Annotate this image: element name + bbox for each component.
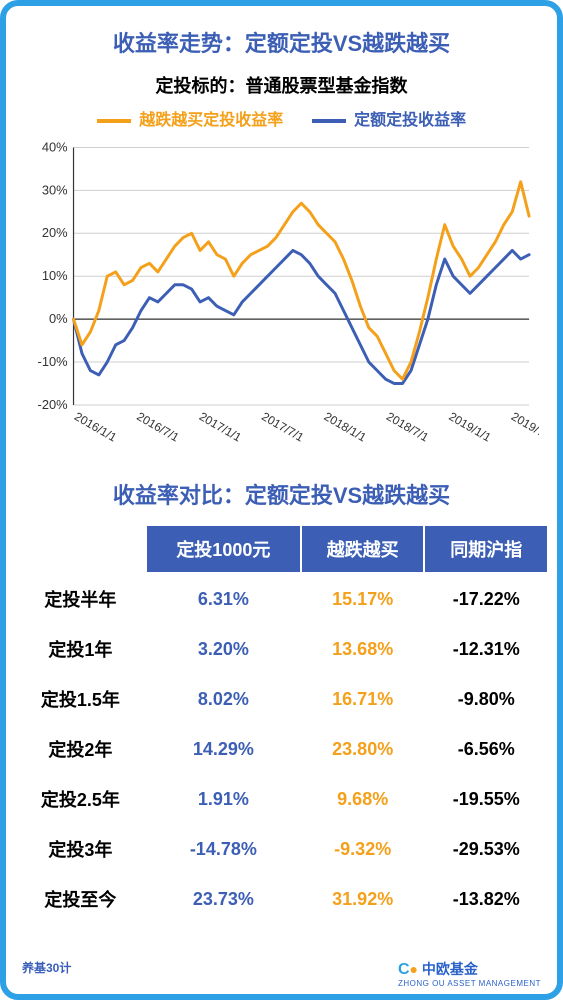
table-cell: 8.02% xyxy=(146,674,301,724)
svg-text:20%: 20% xyxy=(42,225,68,240)
row-label: 定投3年 xyxy=(15,824,146,874)
table-cell: -13.82% xyxy=(424,874,548,924)
table-cell: 1.91% xyxy=(146,774,301,824)
row-label: 定投半年 xyxy=(15,573,146,624)
table-cell: 14.29% xyxy=(146,724,301,774)
row-label: 定投2.5年 xyxy=(15,774,146,824)
table-cell: 16.71% xyxy=(301,674,425,724)
table-row: 定投1.5年8.02%16.71%-9.80% xyxy=(15,674,548,724)
table-header-row: 定投1000元越跌越买同期沪指 xyxy=(15,525,548,573)
comparison-table: 定投1000元越跌越买同期沪指 定投半年6.31%15.17%-17.22%定投… xyxy=(14,524,549,924)
svg-text:2017/1/1: 2017/1/1 xyxy=(197,409,244,444)
table-cell: -14.78% xyxy=(146,824,301,874)
legend-blue: 定额定投收益率 xyxy=(312,106,466,130)
table-cell: 23.73% xyxy=(146,874,301,924)
table-header-cell: 同期沪指 xyxy=(424,525,548,573)
legend-orange: 越跌越买定投收益率 xyxy=(97,106,283,130)
table-cell: 31.92% xyxy=(301,874,425,924)
svg-text:0%: 0% xyxy=(49,311,68,326)
legend-blue-label: 定额定投收益率 xyxy=(354,112,466,129)
chart-svg: -20% -10% 0% 10% 20% 30% 40% 2016/1/1 2016/7/1 20… xyxy=(24,136,539,456)
table-header-cell: 越跌越买 xyxy=(301,525,425,573)
table-cell: 6.31% xyxy=(146,573,301,624)
infographic-frame: 收益率走势：定额定投VS越跌越买 定投标的：普通股票型基金指数 越跌越买定投收益… xyxy=(0,0,563,1000)
legend-orange-line xyxy=(97,119,131,123)
footer-brand-sub: ZHONG OU ASSET MANAGEMENT xyxy=(398,979,541,988)
svg-text:-20%: -20% xyxy=(38,397,68,412)
svg-text:2016/7/1: 2016/7/1 xyxy=(134,409,181,444)
row-label: 定投1年 xyxy=(15,624,146,674)
svg-text:2019/1/1: 2019/1/1 xyxy=(446,409,493,444)
table-cell: -29.53% xyxy=(424,824,548,874)
svg-text:2018/7/1: 2018/7/1 xyxy=(384,409,431,444)
footer-left: 养基30计 xyxy=(22,959,71,988)
row-label: 定投2年 xyxy=(15,724,146,774)
svg-text:10%: 10% xyxy=(42,268,68,283)
table-cell: -6.56% xyxy=(424,724,548,774)
table-header-cell: 定投1000元 xyxy=(146,525,301,573)
table-cell: 9.68% xyxy=(301,774,425,824)
table-title: 收益率对比：定额定投VS越跌越买 xyxy=(14,478,549,510)
legend-blue-line xyxy=(312,119,346,123)
table-cell: 3.20% xyxy=(146,624,301,674)
footer-brand: 中欧基金 xyxy=(422,961,478,977)
table-cell: -19.55% xyxy=(424,774,548,824)
table-row: 定投半年6.31%15.17%-17.22% xyxy=(15,573,548,624)
row-label: 定投1.5年 xyxy=(15,674,146,724)
table-row: 定投3年-14.78%-9.32%-29.53% xyxy=(15,824,548,874)
line-chart: -20% -10% 0% 10% 20% 30% 40% 2016/1/1 2016/7/1 20… xyxy=(14,136,549,456)
table-cell: -9.32% xyxy=(301,824,425,874)
table-cell: 13.68% xyxy=(301,624,425,674)
row-label: 定投至今 xyxy=(15,874,146,924)
svg-text:2019/7/1: 2019/7/1 xyxy=(509,409,539,444)
svg-text:2016/1/1: 2016/1/1 xyxy=(72,409,119,444)
table-header-cell xyxy=(15,525,146,573)
table-cell: 15.17% xyxy=(301,573,425,624)
table-cell: -17.22% xyxy=(424,573,548,624)
table-cell: -12.31% xyxy=(424,624,548,674)
chart-title: 收益率走势：定额定投VS越跌越买 xyxy=(14,26,549,58)
table-row: 定投1年3.20%13.68%-12.31% xyxy=(15,624,548,674)
table-cell: 23.80% xyxy=(301,724,425,774)
footer-right: C● 中欧基金 ZHONG OU ASSET MANAGEMENT xyxy=(398,959,541,988)
svg-text:2018/1/1: 2018/1/1 xyxy=(322,409,369,444)
table-row: 定投2.5年1.91%9.68%-19.55% xyxy=(15,774,548,824)
table-body: 定投半年6.31%15.17%-17.22%定投1年3.20%13.68%-12… xyxy=(15,573,548,924)
footer: 养基30计 C● 中欧基金 ZHONG OU ASSET MANAGEMENT xyxy=(6,959,557,988)
svg-text:2017/7/1: 2017/7/1 xyxy=(259,409,306,444)
svg-text:-10%: -10% xyxy=(38,354,68,369)
svg-text:40%: 40% xyxy=(42,139,68,154)
table-row: 定投至今23.73%31.92%-13.82% xyxy=(15,874,548,924)
table-row: 定投2年14.29%23.80%-6.56% xyxy=(15,724,548,774)
chart-subtitle: 定投标的：普通股票型基金指数 xyxy=(14,72,549,98)
legend-orange-label: 越跌越买定投收益率 xyxy=(139,112,283,129)
chart-legend: 越跌越买定投收益率 定额定投收益率 xyxy=(14,106,549,130)
table-cell: -9.80% xyxy=(424,674,548,724)
svg-text:30%: 30% xyxy=(42,182,68,197)
